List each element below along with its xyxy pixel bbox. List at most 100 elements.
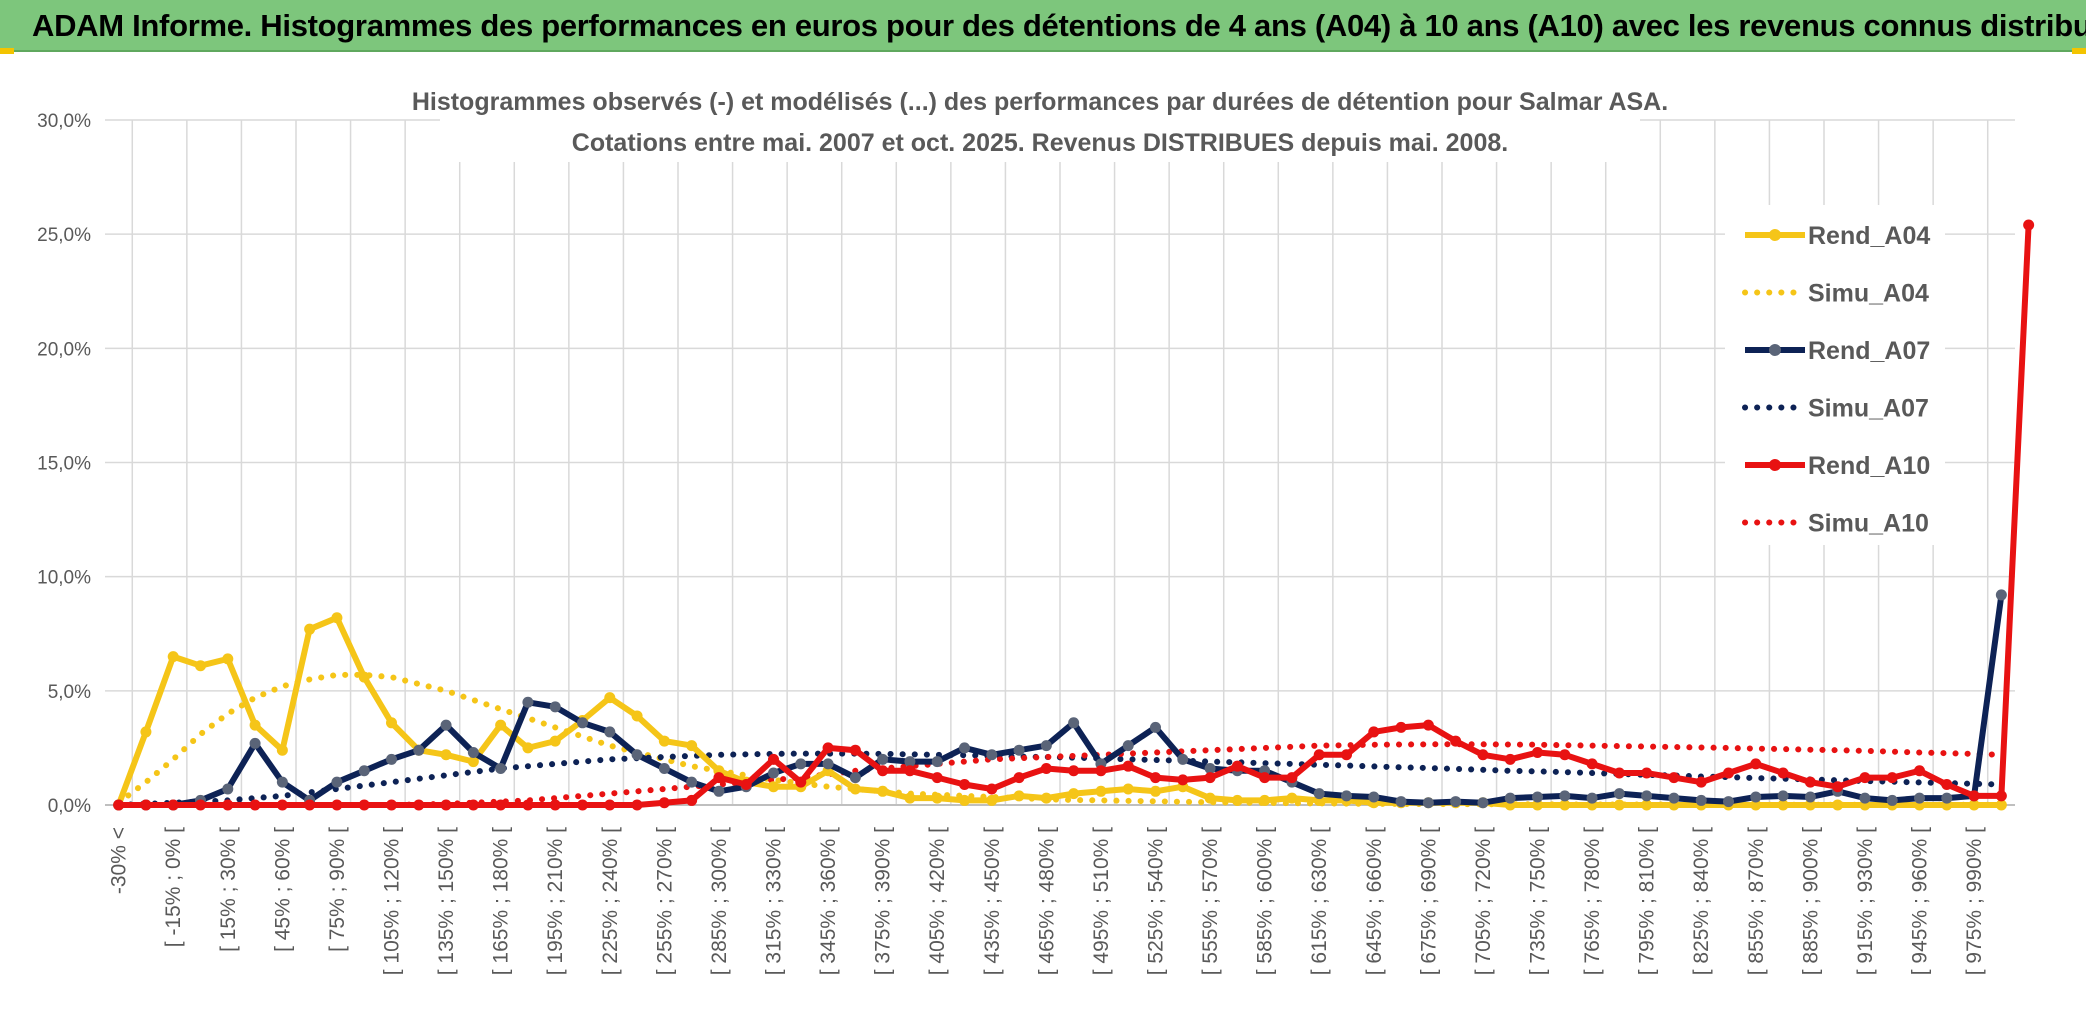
data-point: [1995, 799, 2007, 811]
data-point: [440, 719, 452, 731]
data-point: [522, 799, 534, 811]
legend-label: Rend_A04: [1808, 222, 1930, 250]
x-tick-label: [ 525% ; 540% [: [1145, 827, 1168, 975]
x-tick-label: [ 165% ; 180% [: [490, 827, 513, 975]
series-line: [118, 594, 2005, 808]
data-point: [577, 799, 588, 811]
data-point: [631, 799, 643, 811]
x-tick-label: [ 315% ; 330% [: [763, 827, 786, 975]
data-point: [849, 772, 861, 784]
x-tick-label: [ 885% ; 900% [: [1799, 827, 1822, 975]
series-rend-a07: [113, 589, 2007, 811]
data-point: [1723, 796, 1734, 808]
data-point: [1914, 792, 1925, 804]
data-point: [768, 767, 779, 779]
data-point: [1286, 792, 1298, 804]
data-point: [1968, 790, 1980, 802]
data-point: [331, 612, 343, 624]
y-tick-label: 20,0%: [37, 339, 91, 360]
data-point: [522, 696, 534, 708]
data-point: [1804, 791, 1816, 803]
data-point: [304, 799, 316, 811]
x-tick-label: [ 645% ; 660% [: [1363, 827, 1386, 975]
data-point: [1122, 740, 1134, 752]
data-point: [1122, 760, 1134, 772]
data-point: [1968, 799, 1980, 811]
data-point: [740, 778, 752, 790]
data-point: [1641, 799, 1653, 811]
legend-item-rend-a07: Rend_A07: [1745, 337, 1930, 365]
data-point: [768, 781, 779, 793]
x-tick-label: [ 105% ; 120% [: [381, 827, 404, 975]
data-point: [222, 783, 234, 795]
data-point: [467, 746, 479, 758]
data-point: [1804, 776, 1816, 788]
x-tick-label: [ 45% ; 60% [: [271, 827, 294, 952]
data-point: [631, 749, 643, 761]
data-point: [1395, 721, 1407, 733]
data-point: [658, 797, 670, 809]
data-point: [795, 758, 807, 770]
data-point: [1559, 799, 1571, 811]
x-tick-label: [ 255% ; 270% [: [653, 827, 676, 975]
data-point: [276, 799, 288, 811]
data-point: [495, 719, 507, 731]
data-point: [1177, 753, 1189, 765]
data-point: [1231, 794, 1243, 806]
data-point: [249, 799, 261, 811]
legend-marker: [1769, 229, 1781, 241]
data-point: [959, 778, 970, 790]
x-tick-label: [ 825% ; 840% [: [1690, 827, 1713, 975]
data-point: [1068, 788, 1080, 800]
data-point: [1695, 794, 1707, 806]
data-point: [140, 726, 152, 738]
data-point: [1450, 735, 1462, 747]
data-point: [904, 792, 916, 804]
corner-mark-right: [2072, 48, 2086, 54]
data-point: [1368, 791, 1380, 803]
data-point: [331, 799, 343, 811]
data-point: [386, 753, 397, 765]
data-point: [495, 762, 507, 774]
data-point: [249, 737, 261, 749]
data-point: [1013, 772, 1025, 784]
data-point: [1723, 767, 1734, 779]
y-tick-label: 25,0%: [37, 225, 91, 246]
data-point: [276, 776, 288, 788]
data-point: [1941, 792, 1953, 804]
x-tick-label: [ 225% ; 240% [: [599, 827, 622, 975]
data-point: [1859, 792, 1871, 804]
data-point: [1750, 799, 1762, 811]
data-point: [931, 792, 943, 804]
x-tick-label: [ -15% ; 0% [: [162, 827, 185, 947]
legend-backdrop: [1725, 205, 1945, 545]
x-tick-label: [ 135% ; 150% [: [435, 827, 458, 975]
data-point: [1422, 719, 1434, 731]
data-point: [686, 794, 698, 806]
data-point: [577, 717, 588, 729]
x-tick-label: [ 795% ; 810% [: [1636, 827, 1659, 975]
y-tick-label: 0,0%: [48, 796, 91, 817]
data-point: [877, 765, 889, 777]
legend-label: Rend_A10: [1808, 452, 1930, 480]
data-point: [795, 776, 807, 788]
chart-title: Histogrammes observés (-) et modélisés (…: [412, 82, 1668, 162]
data-point: [1641, 790, 1653, 802]
x-tick-label: [ 675% ; 690% [: [1417, 827, 1440, 975]
axes: 0,0% 5,0% 10,0% 15,0% 20,0% 25,0% 30,0% -30% < […: [37, 111, 2015, 975]
data-point: [658, 762, 670, 774]
data-point: [822, 758, 834, 770]
data-point: [1750, 791, 1762, 803]
data-point: [822, 742, 834, 754]
corner-mark-left: [0, 48, 14, 54]
data-point: [1450, 796, 1462, 808]
data-point: [1313, 749, 1325, 761]
data-point: [1586, 758, 1598, 770]
data-point: [1422, 797, 1434, 809]
data-point: [713, 772, 725, 784]
x-tick-label: [ 435% ; 450% [: [981, 827, 1004, 975]
data-point: [1204, 772, 1216, 784]
x-tick-label: [ 765% ; 780% [: [1581, 827, 1604, 975]
data-point: [1368, 726, 1380, 738]
data-point: [1204, 792, 1216, 804]
